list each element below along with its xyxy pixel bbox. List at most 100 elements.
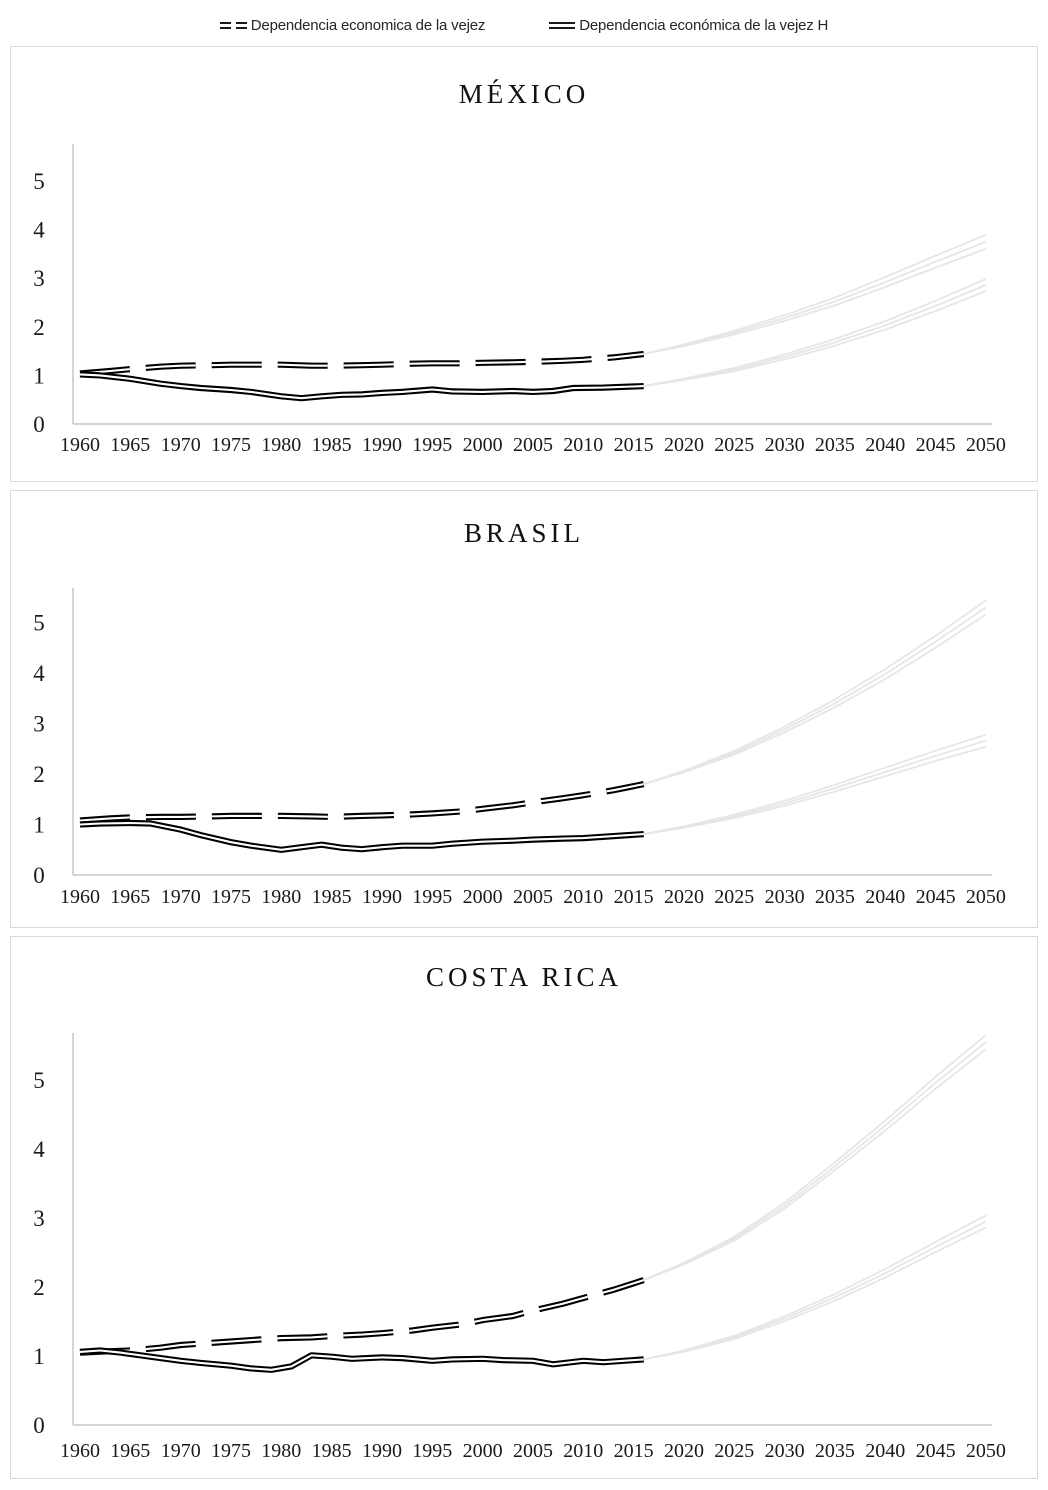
x-tick-label: 2005 — [513, 886, 553, 908]
y-tick-label: 2 — [33, 315, 45, 340]
series-historical-double-solid-core — [79, 1349, 644, 1371]
x-tick-label: 2015 — [614, 434, 654, 456]
x-tick-label: 2010 — [563, 886, 603, 908]
series-projection-double-dashed — [643, 599, 987, 785]
x-tick-label: 2040 — [865, 1440, 905, 1462]
x-tick-label: 2035 — [815, 886, 855, 908]
x-tick-label: 2030 — [765, 1440, 805, 1462]
x-tick-label: 2025 — [714, 886, 754, 908]
chart-costa-rica: 0 1 2 3 4 5 1960 1965 1970 1975 1980 1985 1990 1995 20… — [33, 1033, 1006, 1462]
x-tick-label: 1990 — [362, 434, 402, 456]
series-projection-double-solid — [643, 1214, 987, 1361]
x-tick-label: 1980 — [261, 1440, 301, 1462]
x-tick-label: 2050 — [966, 886, 1006, 908]
x-tick-label: 2020 — [664, 434, 704, 456]
y-tick-label: 4 — [33, 1137, 45, 1162]
x-tick-label: 2020 — [664, 886, 704, 908]
y-tick-label: 3 — [33, 266, 45, 291]
series-historical-double-dashed-outer — [79, 350, 645, 377]
series-projection-double-solid — [643, 290, 987, 387]
series-projection-double-solid — [643, 739, 987, 835]
y-tick-label: 3 — [33, 712, 45, 737]
chart-title-brasil: BRASIL — [463, 518, 585, 548]
y-tick-label: 5 — [33, 1068, 45, 1093]
x-tick-label: 1980 — [261, 886, 301, 908]
series-historical-double-solid-core — [79, 373, 644, 400]
series-historical-double-dashed-core — [79, 783, 644, 822]
x-tick-label: 1970 — [161, 434, 201, 456]
y-tick-label: 1 — [33, 1344, 45, 1369]
x-tick-label: 1985 — [312, 886, 352, 908]
x-tick-label: 2040 — [865, 434, 905, 456]
legend-item-dashed: Dependencia economica de la vejez — [219, 17, 485, 34]
x-tick-label: 1960 — [60, 1440, 100, 1462]
series-historical-double-dashed-core — [79, 352, 644, 375]
x-tick-label: 1980 — [261, 434, 301, 456]
x-tick-label: 1960 — [60, 434, 100, 456]
chart-panel-brasil: BRASIL 0 1 2 3 4 5 1960 1965 1970 1975 1980 1985 199… — [10, 490, 1038, 928]
chart-brasil: 0 1 2 3 4 5 1960 1965 1970 1975 1980 1985 1990 1995 20… — [33, 588, 1006, 908]
series-historical-double-dashed-outer — [79, 1277, 645, 1356]
x-tick-label: 2030 — [765, 434, 805, 456]
x-tick-label: 2040 — [865, 886, 905, 908]
x-tick-label: 1990 — [362, 886, 402, 908]
y-tick-label: 4 — [33, 661, 45, 686]
x-tick-label: 2035 — [815, 434, 855, 456]
y-tick-label: 2 — [33, 1275, 45, 1300]
x-tick-label: 1960 — [60, 886, 100, 908]
x-tick-label: 2045 — [916, 886, 956, 908]
x-tick-label: 2000 — [463, 434, 503, 456]
x-tick-label: 2025 — [714, 434, 754, 456]
y-tick-label: 4 — [33, 218, 45, 243]
x-tick-label: 1975 — [211, 434, 251, 456]
x-tick-label: 2020 — [664, 1440, 704, 1462]
chart-legend: Dependencia economica de la vejez Depend… — [0, 0, 1048, 46]
y-tick-label: 2 — [33, 762, 45, 787]
series-projection-double-dashed — [643, 247, 987, 355]
y-tick-label: 5 — [33, 169, 45, 194]
x-tick-label: 1995 — [412, 434, 452, 456]
series-projection-double-dashed — [643, 613, 987, 785]
y-tick-label: 0 — [33, 863, 45, 888]
x-tick-label: 2050 — [966, 1440, 1006, 1462]
x-tick-label: 2010 — [563, 434, 603, 456]
x-tick-label: 2015 — [614, 886, 654, 908]
y-tick-label: 5 — [33, 611, 45, 636]
series-historical-double-dashed-core — [79, 1279, 645, 1354]
x-tick-label: 2050 — [966, 434, 1006, 456]
series-projection-double-dashed — [643, 606, 987, 785]
legend-item-solid: Dependencia económica de la vejez H — [549, 17, 828, 34]
x-tick-label: 1975 — [211, 1440, 251, 1462]
series-projection-double-solid — [643, 284, 987, 387]
series-projection-double-solid — [643, 745, 987, 835]
x-tick-label: 2000 — [463, 886, 503, 908]
series-projection-double-solid — [643, 733, 987, 835]
x-tick-label: 1985 — [312, 1440, 352, 1462]
x-tick-label: 1995 — [412, 886, 452, 908]
y-tick-label: 0 — [33, 1413, 45, 1438]
x-tick-label: 2035 — [815, 1440, 855, 1462]
x-tick-label: 2045 — [916, 1440, 956, 1462]
x-tick-label: 1965 — [110, 886, 150, 908]
chart-panel-mexico: MÉXICO 0 1 2 3 4 5 1960 1965 1970 1975 1980 1985 199… — [10, 46, 1038, 482]
y-tick-label: 1 — [33, 363, 45, 388]
chart-title-mexico: MÉXICO — [458, 79, 590, 109]
series-projection-double-dashed — [643, 240, 987, 355]
x-tick-label: 2000 — [463, 1440, 503, 1462]
x-tick-label: 1995 — [412, 1440, 452, 1462]
series-projection-double-solid — [643, 1226, 987, 1361]
x-tick-label: 1985 — [312, 434, 352, 456]
y-tick-label: 3 — [33, 1206, 45, 1231]
x-tick-label: 1970 — [161, 886, 201, 908]
x-tick-label: 2045 — [916, 434, 956, 456]
series-historical-double-solid-core — [79, 821, 644, 851]
solid-double-line-icon — [549, 21, 576, 29]
legend-label-solid: Dependencia económica de la vejez H — [579, 16, 829, 34]
x-tick-label: 1990 — [362, 1440, 402, 1462]
series-projection-double-dashed — [643, 1041, 987, 1281]
x-tick-label: 1965 — [110, 434, 150, 456]
x-tick-label: 1970 — [161, 1440, 201, 1462]
dashed-double-line-icon — [219, 21, 247, 29]
x-tick-label: 2030 — [765, 886, 805, 908]
chart-panel-costa-rica: COSTA RICA 0 1 2 3 4 5 1960 1965 1970 1975 1980 198… — [10, 936, 1038, 1479]
